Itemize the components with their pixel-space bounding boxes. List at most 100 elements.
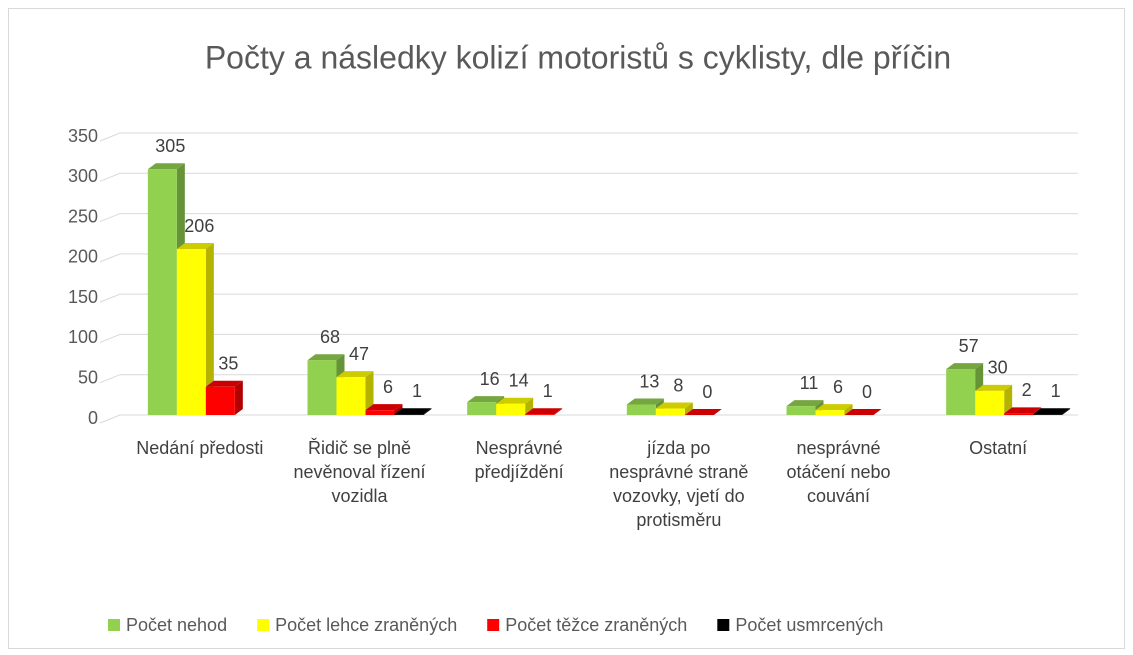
- bar: [496, 403, 526, 415]
- y-tick-label: 50: [78, 367, 98, 387]
- bar-side: [365, 371, 374, 415]
- data-label: 1: [412, 381, 422, 401]
- grid-line: [99, 132, 1078, 142]
- x-tick-label: Řidič se plně nevěnoval řízení vozidla: [293, 438, 426, 506]
- bar-side: [394, 404, 403, 415]
- legend-label: Počet usmrcených: [735, 615, 883, 635]
- bar: [365, 410, 395, 415]
- bar: [786, 406, 816, 415]
- bar-top: [626, 398, 664, 405]
- bar: [815, 410, 845, 415]
- bar: [147, 169, 177, 415]
- bar-top: [496, 397, 534, 404]
- y-tick-label: 200: [68, 247, 98, 267]
- data-label: 2: [1022, 380, 1032, 400]
- grid-line: [99, 374, 1078, 384]
- bar-top: [525, 408, 563, 415]
- data-label: 0: [702, 382, 712, 402]
- legend-label: Počet těžce zraněných: [505, 615, 687, 635]
- bar: [525, 414, 555, 415]
- data-label: 8: [673, 375, 683, 395]
- data-label: 305: [155, 136, 185, 156]
- bar: [307, 360, 337, 415]
- data-label: 206: [184, 216, 214, 236]
- y-tick-label: 300: [68, 166, 98, 186]
- bar-side: [1062, 408, 1071, 415]
- y-tick-label: 250: [68, 206, 98, 226]
- bar-top: [655, 402, 693, 409]
- x-tick-label: Ostatní: [969, 438, 1028, 458]
- bar-top: [147, 163, 185, 170]
- bar-top: [336, 371, 374, 378]
- legend-swatch: [108, 619, 120, 631]
- legend-label: Počet lehce zraněných: [275, 615, 457, 635]
- data-label: 57: [959, 336, 979, 356]
- legend-label: Počet nehod: [126, 615, 227, 635]
- bar-side: [554, 408, 563, 415]
- y-tick-label: 0: [88, 408, 98, 428]
- grid-line: [99, 172, 1078, 182]
- bar-top: [1004, 407, 1042, 414]
- y-tick-label: 100: [68, 327, 98, 347]
- bar: [1004, 413, 1034, 415]
- bar-top: [365, 404, 403, 411]
- bar-side: [234, 380, 243, 415]
- bar-top: [786, 400, 824, 407]
- bar-top: [975, 384, 1013, 391]
- data-label: 0: [862, 382, 872, 402]
- bar-side: [423, 408, 432, 415]
- bar-side: [1004, 384, 1013, 415]
- grid-line: [99, 293, 1078, 303]
- data-label: 6: [383, 377, 393, 397]
- y-tick-label: 350: [68, 126, 98, 146]
- bar-top: [205, 380, 243, 387]
- bar-top: [307, 354, 345, 361]
- x-tick-label: nesprávné otáčení nebo couvání: [786, 438, 891, 506]
- bar-top: [467, 396, 505, 403]
- data-label: 16: [480, 369, 500, 389]
- bar: [975, 390, 1005, 415]
- bar: [655, 408, 685, 415]
- grid-line: [99, 414, 1078, 424]
- data-label: 13: [639, 371, 659, 391]
- bar-top: [394, 408, 432, 415]
- data-label: 68: [320, 327, 340, 347]
- bar-side: [684, 402, 693, 415]
- bar-top: [844, 409, 882, 415]
- bar: [336, 377, 366, 415]
- bar: [176, 249, 206, 415]
- grid-line: [99, 333, 1078, 343]
- y-tick-label: 150: [68, 287, 98, 307]
- data-label: 1: [543, 381, 553, 401]
- data-label: 11: [800, 373, 819, 393]
- data-label: 1: [1051, 381, 1061, 401]
- x-tick-label: jízda po nesprávné straně vozovky, vjetí…: [609, 438, 749, 530]
- bar: [394, 414, 424, 415]
- grid-line: [99, 253, 1078, 263]
- bar-top: [176, 243, 214, 250]
- bar-side: [525, 397, 534, 415]
- data-label: 14: [509, 370, 529, 390]
- bar: [467, 402, 497, 415]
- bar-side: [844, 404, 853, 415]
- bar: [626, 404, 656, 415]
- chart-title: Počty a následky kolizí motoristů s cykl…: [205, 39, 951, 75]
- legend-swatch: [717, 619, 730, 631]
- bar-top: [815, 404, 853, 411]
- bar-top: [946, 363, 984, 370]
- grid-line: [99, 213, 1078, 223]
- data-label: 47: [349, 344, 369, 364]
- x-tick-label: Nesprávné předjíždění: [474, 438, 564, 482]
- data-label: 35: [218, 354, 238, 374]
- legend-swatch: [257, 619, 270, 631]
- bar-top: [1033, 408, 1071, 415]
- bar: [946, 369, 976, 415]
- bar-side: [205, 243, 214, 415]
- data-label: 30: [988, 358, 1008, 378]
- legend-swatch: [487, 619, 500, 631]
- x-tick-label: Nedání předosti: [136, 438, 264, 458]
- bar-top: [684, 409, 722, 415]
- bar: [1033, 414, 1063, 415]
